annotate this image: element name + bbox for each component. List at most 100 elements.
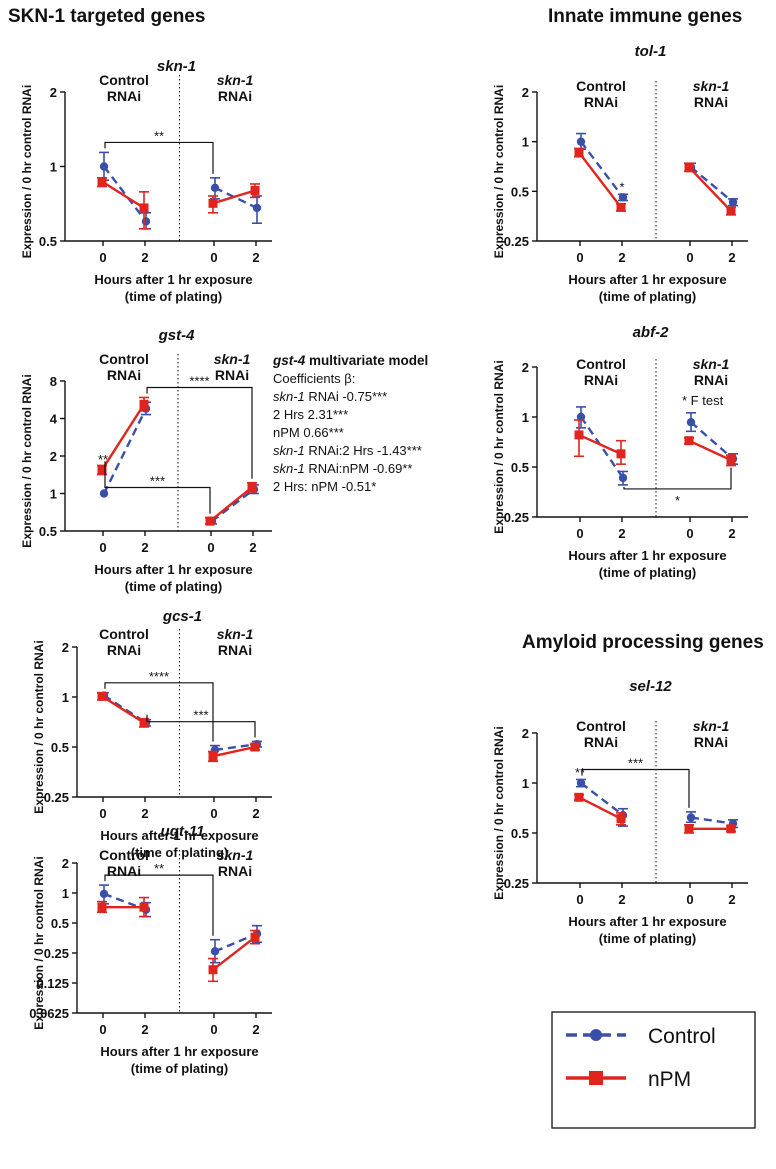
y-tick-label: 2 bbox=[522, 726, 529, 741]
x-axis-label: Hours after 1 hr exposure bbox=[100, 1044, 258, 1059]
significance-label: **** bbox=[149, 669, 169, 684]
y-tick-label: 2 bbox=[62, 856, 69, 871]
data-point-control bbox=[99, 889, 109, 899]
section-title-innate-immune: Innate immune genes bbox=[548, 6, 742, 27]
condition-label-control-rnai: RNAi bbox=[107, 367, 141, 383]
annotation: *** bbox=[146, 708, 256, 738]
y-tick-label: 1 bbox=[50, 487, 57, 502]
gst4-model-line-gene: skn-1 bbox=[273, 461, 305, 476]
condition-label-control: Control bbox=[99, 626, 149, 642]
x-tick-label: 0 bbox=[686, 250, 693, 265]
annotation: ** bbox=[98, 452, 108, 467]
condition-label-control-rnai: RNAi bbox=[584, 372, 618, 388]
y-tick-label: 0.25 bbox=[44, 946, 69, 961]
x-axis-label: Hours after 1 hr exposure bbox=[94, 272, 252, 287]
x-tick-label: 0 bbox=[99, 250, 106, 265]
significance-label: *** bbox=[150, 474, 165, 489]
x-tick-label: 0 bbox=[210, 250, 217, 265]
y-tick-label: 2 bbox=[62, 640, 69, 655]
y-tick-label: 1 bbox=[62, 690, 69, 705]
panel-title: sel-12 bbox=[629, 678, 672, 695]
significance-bracket bbox=[146, 386, 253, 479]
series-line bbox=[690, 421, 734, 460]
gst4-model-line: skn-1 RNAi -0.75*** bbox=[273, 389, 387, 404]
data-point-npm bbox=[139, 902, 149, 912]
series-line bbox=[103, 892, 147, 911]
data-point-npm bbox=[726, 455, 736, 465]
x-axis-label-sub: (time of plating) bbox=[125, 579, 223, 594]
data-point-npm bbox=[97, 902, 107, 912]
panel-title: gcs-1 bbox=[162, 608, 202, 625]
data-point-npm bbox=[684, 436, 694, 446]
series-line bbox=[214, 186, 258, 210]
data-point-npm bbox=[250, 742, 260, 752]
gst4-model-line-gene: skn-1 bbox=[273, 443, 305, 458]
y-tick-label: 0.5 bbox=[51, 740, 69, 755]
x-tick-label: 2 bbox=[618, 250, 625, 265]
legend-npm-label: nPM bbox=[648, 1068, 691, 1091]
x-tick-label: 0 bbox=[99, 806, 106, 821]
panel-ugt11: ugt-11ControlRNAiskn-1RNAi0.06250.1250.2… bbox=[29, 823, 272, 1076]
y-axis-label: Expression / 0 hr control RNAi bbox=[20, 85, 34, 258]
series-npm bbox=[574, 147, 736, 216]
series-control bbox=[99, 151, 262, 230]
condition-label-control-rnai: RNAi bbox=[107, 642, 141, 658]
gst4-model-line: 2 Hrs 2.31*** bbox=[273, 407, 348, 422]
x-tick-label: 2 bbox=[618, 892, 625, 907]
y-tick-label: 1 bbox=[522, 135, 529, 150]
significance-label: * bbox=[675, 493, 680, 508]
x-axis-label-sub: (time of plating) bbox=[599, 565, 697, 580]
data-point-control bbox=[728, 197, 738, 207]
x-tick-label: 0 bbox=[207, 540, 214, 555]
gst4-model-line-text: 2 Hrs: nPM -0.51* bbox=[273, 479, 376, 494]
data-point-npm bbox=[139, 718, 149, 728]
significance-bracket bbox=[104, 874, 214, 936]
x-tick-label: 2 bbox=[252, 1022, 259, 1037]
series-line bbox=[212, 936, 256, 971]
y-axis-label: Expression / 0 hr control RNAi bbox=[492, 360, 506, 533]
y-tick-label: 0.5 bbox=[39, 524, 57, 539]
y-tick-label: 4 bbox=[50, 412, 58, 427]
data-point-npm bbox=[574, 147, 584, 157]
legend-box bbox=[551, 1011, 756, 1129]
x-tick-label: 0 bbox=[99, 540, 106, 555]
x-tick-label: 2 bbox=[618, 526, 625, 541]
gst4-model-line-text: 2 Hrs 2.31*** bbox=[273, 407, 348, 422]
x-axis-label-sub: (time of plating) bbox=[125, 289, 223, 304]
data-point-npm bbox=[97, 465, 107, 475]
data-point-npm bbox=[208, 965, 218, 975]
condition-label-skn1: skn-1 bbox=[217, 72, 254, 88]
x-axis-label: Hours after 1 hr exposure bbox=[568, 272, 726, 287]
data-point-npm bbox=[208, 751, 218, 761]
series-control bbox=[99, 691, 262, 756]
series-line bbox=[103, 165, 147, 223]
gst4-model-title-rest: multivariate model bbox=[305, 353, 428, 368]
condition-label-control-rnai: RNAi bbox=[584, 94, 618, 110]
gst4-model-line: nPM 0.66*** bbox=[273, 425, 344, 440]
x-tick-label: 0 bbox=[686, 892, 693, 907]
condition-label-control: Control bbox=[576, 356, 626, 372]
data-point-npm bbox=[684, 162, 694, 172]
condition-label-control: Control bbox=[576, 718, 626, 734]
annotation: * bbox=[623, 467, 732, 508]
y-axis-label: Expression / 0 hr control RNAi bbox=[492, 726, 506, 899]
x-tick-label: 2 bbox=[728, 250, 735, 265]
data-point-npm bbox=[574, 430, 584, 440]
y-axis-label: Expression / 0 hr control RNAi bbox=[32, 640, 46, 813]
series-npm bbox=[97, 896, 260, 983]
y-tick-label: 1 bbox=[522, 410, 529, 425]
y-tick-label: 0.25 bbox=[44, 790, 69, 805]
series-line bbox=[214, 932, 258, 953]
y-tick-label: 0.5 bbox=[511, 826, 529, 841]
significance-label: * bbox=[619, 179, 624, 194]
x-axis-label-sub: (time of plating) bbox=[131, 845, 229, 860]
x-tick-label: 2 bbox=[728, 526, 735, 541]
significance-label: *** bbox=[628, 755, 643, 770]
data-point-npm bbox=[250, 932, 260, 942]
significance-bracket bbox=[104, 682, 214, 742]
x-axis-label-sub: (time of plating) bbox=[599, 289, 697, 304]
